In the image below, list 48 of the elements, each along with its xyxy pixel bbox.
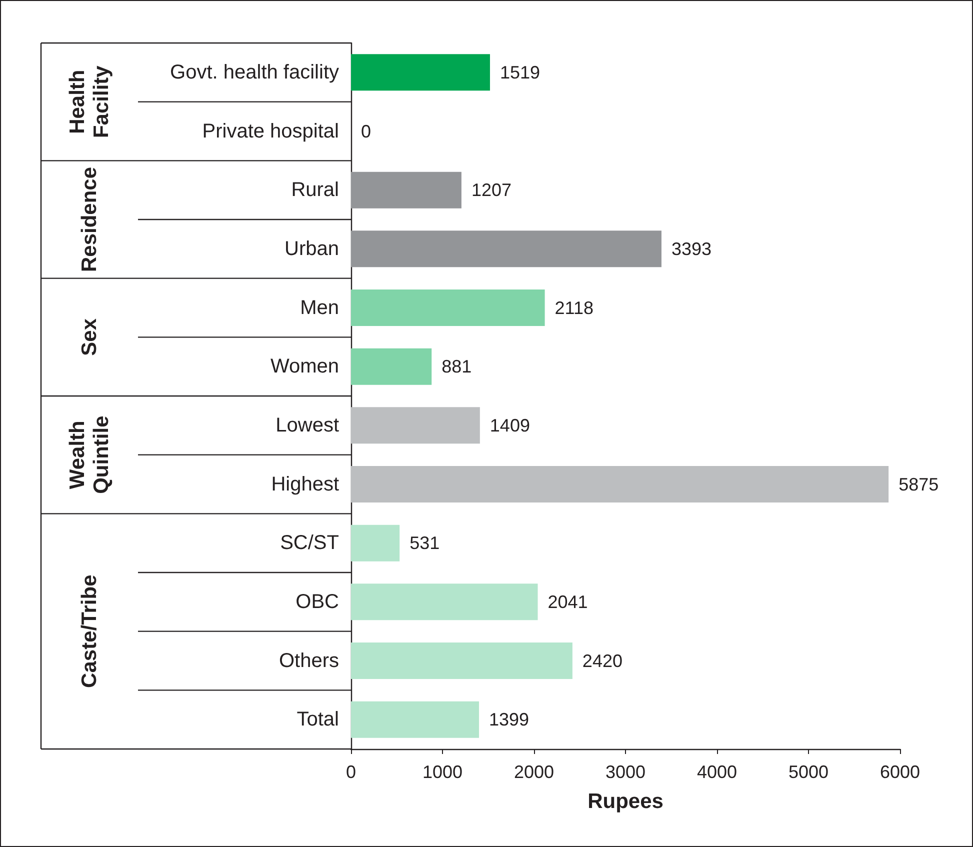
y-tick-label: Urban — [284, 238, 339, 260]
text: Health Facility — [66, 65, 113, 138]
bar — [351, 290, 545, 326]
text: Residence — [78, 166, 101, 272]
bar — [351, 701, 480, 738]
y-tick-label: Private hospital — [202, 120, 339, 142]
data-label: 0 — [361, 121, 372, 142]
y-tick-label: OBC — [296, 590, 339, 613]
bar — [351, 407, 480, 444]
bar — [351, 230, 662, 268]
x-tick-label: 4000 — [696, 762, 738, 782]
data-label: 1399 — [489, 710, 530, 730]
y-tick-label: Highest — [271, 473, 340, 496]
data-label: 881 — [442, 356, 472, 377]
x-tick-label: 0 — [346, 762, 356, 782]
y-tick-label: Total — [296, 708, 339, 731]
x-tick-label: 1000 — [422, 762, 463, 782]
data-label: 2041 — [548, 592, 588, 612]
text: Wealth Quintile — [66, 416, 113, 494]
y-tick-label: Govt. health facility — [170, 61, 339, 84]
data-label: 5875 — [898, 474, 939, 494]
bar — [351, 348, 432, 385]
data-label: 531 — [410, 533, 440, 554]
x-axis-title: Rupees — [588, 790, 664, 813]
data-label: 2118 — [554, 298, 594, 318]
y-tick-label: Lowest — [276, 414, 340, 436]
bar — [351, 466, 889, 502]
bar — [351, 642, 572, 679]
x-tick-label: 2000 — [514, 762, 554, 782]
y-tick-label: SC/ST — [280, 532, 339, 554]
x-tick-label: 3000 — [605, 762, 646, 782]
data-label: 1207 — [471, 180, 512, 200]
bar — [351, 584, 538, 620]
data-label: 3393 — [671, 238, 712, 259]
text: Sex — [78, 318, 101, 356]
data-label: 1409 — [490, 415, 530, 436]
bar — [351, 524, 400, 562]
y-tick-label: Others — [278, 650, 339, 672]
y-tick-label: Women — [270, 356, 339, 378]
y-tick-label: Men — [300, 296, 339, 319]
x-tick-label: 5000 — [788, 762, 829, 782]
text: Caste/Tribe — [78, 574, 101, 688]
bar — [351, 172, 462, 208]
bar — [351, 54, 490, 91]
y-tick-label: Rural — [291, 179, 339, 202]
x-tick-label: 6000 — [880, 762, 920, 782]
data-label: 2420 — [582, 650, 622, 671]
data-label: 1519 — [500, 62, 540, 82]
